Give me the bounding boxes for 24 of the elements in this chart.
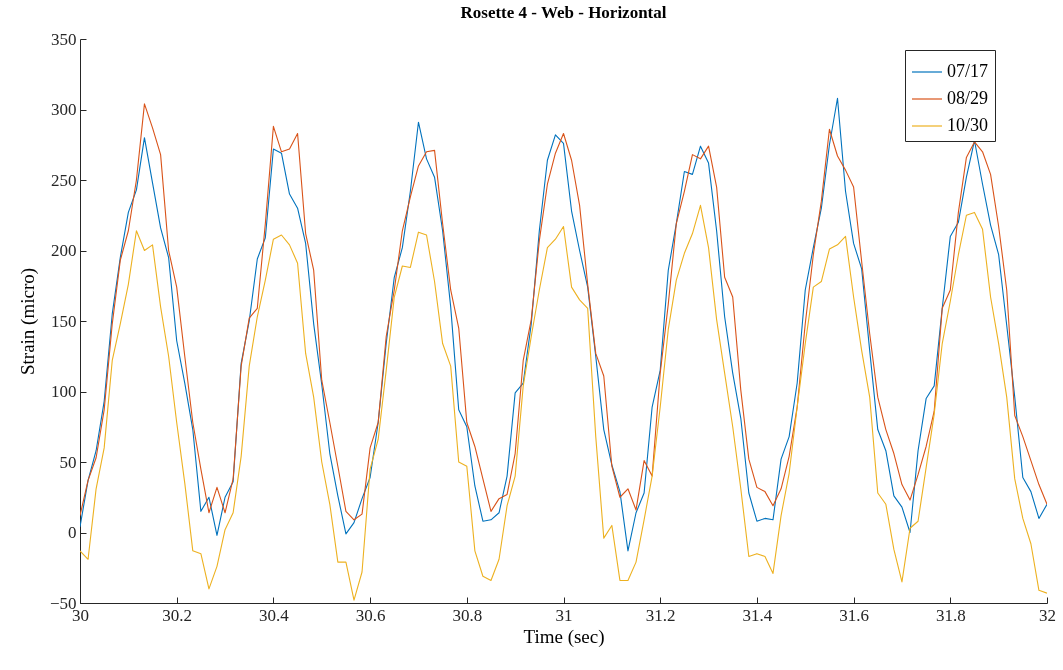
x-tick-label: 31.2 (645, 605, 676, 625)
y-tick-label: 100 (51, 382, 77, 401)
y-tick-label: 200 (51, 241, 77, 260)
x-tick-label: 30.8 (452, 605, 483, 625)
legend-label: 07/17 (947, 61, 989, 81)
y-axis-title: Strain (micro) (16, 267, 39, 376)
x-tick-label: 31.8 (935, 605, 966, 625)
y-tick-label: 50 (59, 452, 77, 472)
x-tick-label: 31.6 (839, 605, 869, 625)
x-tick-label: 31 (555, 605, 573, 625)
y-tick-label: 150 (51, 311, 77, 331)
chart-title: Rosette 4 - Web - Horizontal (460, 3, 667, 22)
x-axis-title: Time (sec) (523, 625, 605, 648)
legend-label: 10/30 (947, 115, 989, 135)
x-tick-label: 31.4 (742, 605, 773, 625)
y-tick-label: 350 (51, 29, 77, 49)
x-tick-label: 30.4 (259, 605, 290, 625)
x-tick-label: 30.6 (355, 605, 386, 625)
y-tick-label: 300 (51, 100, 77, 119)
y-tick-label: 0 (68, 523, 77, 542)
x-tick-label: 32 (1039, 605, 1056, 625)
y-tick-label: 250 (51, 170, 77, 190)
legend-label: 08/29 (947, 88, 989, 108)
x-tick-label: 30.2 (162, 605, 193, 625)
